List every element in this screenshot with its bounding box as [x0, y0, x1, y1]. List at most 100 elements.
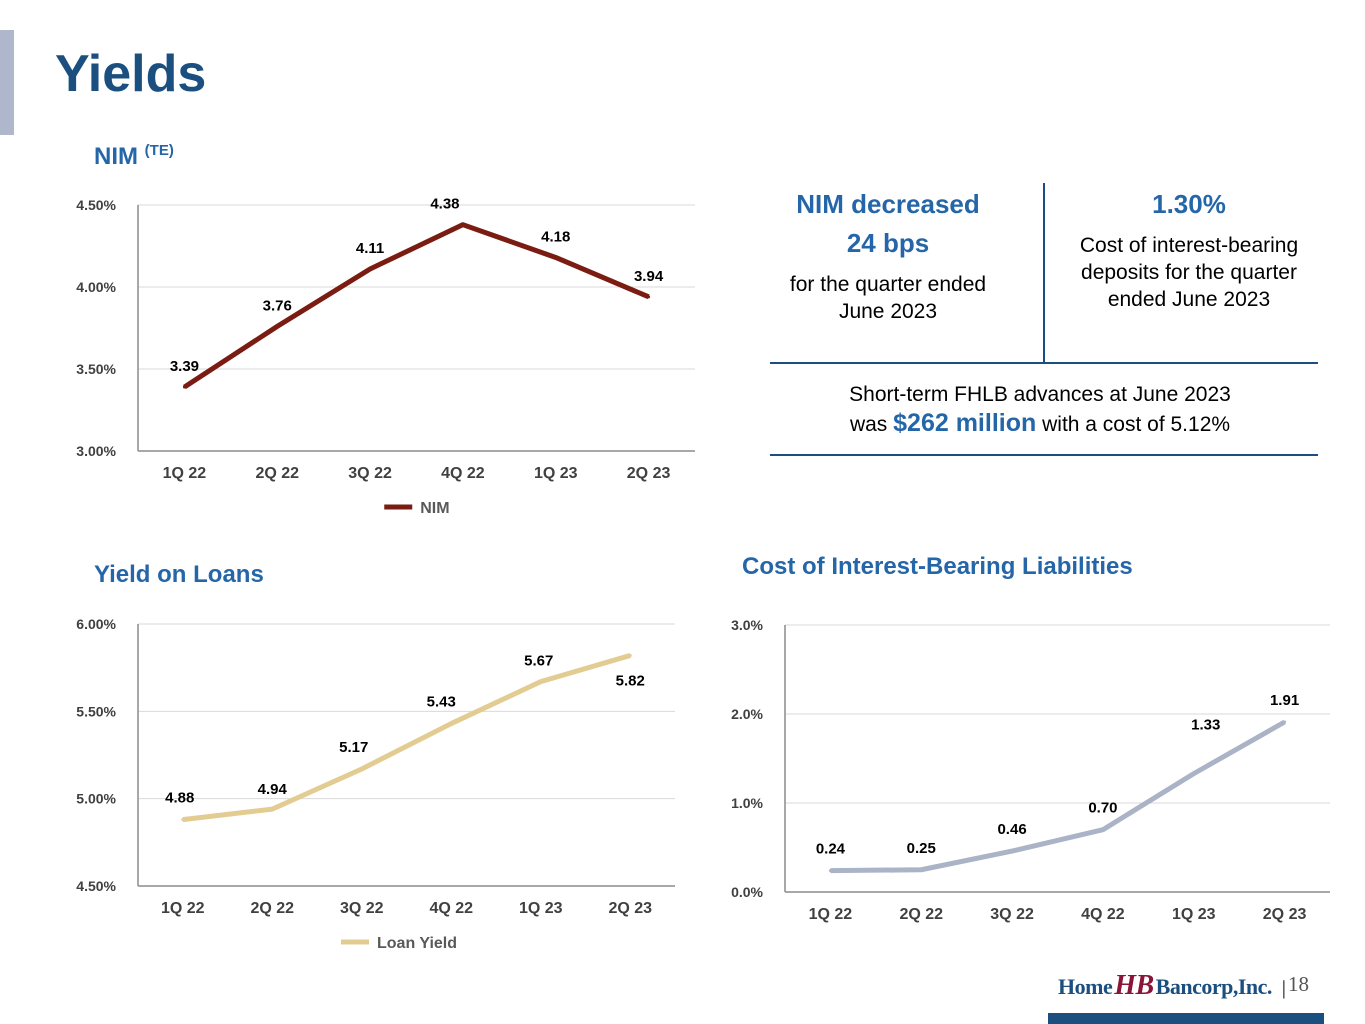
data-label: 4.38	[430, 196, 459, 213]
data-label: 0.46	[997, 821, 1026, 838]
data-point	[1010, 849, 1014, 853]
data-point	[181, 818, 185, 822]
data-point	[270, 807, 274, 811]
data-point	[539, 680, 543, 684]
cost-liabilities-chart-title: Cost of Interest-Bearing Liabilities	[742, 553, 1133, 580]
data-label: 3.39	[170, 358, 199, 375]
data-label: 4.94	[258, 781, 288, 798]
x-tick-label: 3Q 22	[348, 465, 392, 482]
y-tick-label: 5.00%	[76, 791, 116, 807]
data-point	[1101, 828, 1105, 832]
nim-change-text: for the quarter ended June 2023	[789, 273, 987, 323]
data-label: 0.24	[816, 841, 846, 858]
data-label: 0.25	[907, 840, 936, 857]
x-tick-label: 2Q 23	[608, 900, 652, 917]
company-logo: HomeHBBancorp,Inc. |	[1058, 970, 1286, 1001]
y-tick-label: 1.0%	[731, 795, 763, 811]
nim-change-value: 24 bps	[846, 228, 930, 258]
series-line	[183, 222, 650, 390]
data-point	[449, 722, 453, 726]
series-line	[830, 719, 1286, 874]
fhlb-line-1: Short-term FHLB advances at June 2023	[849, 383, 1231, 406]
x-tick-label: 1Q 23	[1172, 906, 1216, 923]
series-line	[182, 653, 631, 823]
data-point	[182, 385, 186, 389]
info-divider-middle	[770, 362, 1318, 364]
y-tick-label: 3.00%	[76, 443, 116, 459]
loan-yield-chart-title: Yield on Loans	[94, 561, 264, 588]
page-number: 18	[1288, 972, 1309, 996]
nim-change-cell: NIM decreased 24 bps for the quarter end…	[770, 188, 1006, 325]
x-tick-label: 4Q 22	[1081, 906, 1125, 923]
data-label: 3.76	[263, 297, 292, 314]
x-tick-label: 1Q 22	[163, 465, 207, 482]
x-tick-label: 4Q 22	[429, 900, 473, 917]
data-label: 4.88	[165, 790, 194, 807]
fhlb-advances-text: Short-term FHLB advances at June 2023 wa…	[770, 380, 1310, 439]
fhlb-post: with a cost of 5.12%	[1042, 413, 1231, 436]
x-tick-label: 2Q 23	[627, 465, 671, 482]
x-tick-label: 4Q 22	[441, 465, 485, 482]
y-tick-label: 4.00%	[76, 279, 116, 295]
data-point	[554, 255, 558, 259]
data-label: 1.91	[1270, 692, 1299, 709]
fhlb-line-2: was $262 million with a cost of 5.12%	[770, 409, 1310, 439]
data-label: 5.82	[616, 672, 645, 689]
data-label: 1.33	[1191, 717, 1220, 734]
y-tick-label: 3.0%	[731, 617, 763, 633]
data-point	[647, 295, 651, 299]
nim-change-heading: NIM decreased	[796, 189, 980, 219]
data-label: 5.67	[524, 653, 553, 670]
data-point	[368, 267, 372, 271]
deposit-cost-cell: 1.30% Cost of interest-bearing deposits …	[1060, 188, 1318, 313]
footer-bar	[1048, 1013, 1324, 1024]
data-point	[628, 653, 632, 657]
data-label: 4.11	[356, 240, 384, 257]
legend-label: Loan Yield	[377, 935, 457, 952]
x-tick-label: 2Q 22	[899, 906, 943, 923]
data-point	[275, 324, 279, 328]
data-label: 4.18	[541, 228, 570, 245]
data-point	[1192, 772, 1196, 776]
nim-summary-box: NIM decreased 24 bps for the quarter end…	[770, 180, 1318, 460]
y-tick-label: 4.50%	[76, 197, 116, 213]
page-title: Yields	[55, 45, 207, 103]
x-tick-label: 3Q 22	[990, 906, 1034, 923]
data-label: 0.70	[1088, 800, 1117, 817]
x-tick-label: 1Q 23	[534, 465, 578, 482]
data-point	[828, 869, 832, 873]
x-tick-label: 2Q 22	[250, 900, 294, 917]
nim-title-text: NIM	[94, 143, 138, 170]
nim-title-superscript: (TE)	[144, 142, 174, 159]
data-label: 5.43	[427, 694, 456, 711]
data-point	[919, 868, 923, 872]
data-point	[461, 223, 465, 227]
y-tick-label: 3.50%	[76, 361, 116, 377]
data-point	[360, 767, 364, 771]
info-divider-bottom	[770, 454, 1318, 456]
x-tick-label: 1Q 23	[519, 900, 563, 917]
info-divider-vertical	[1043, 183, 1045, 363]
legend-label: NIM	[420, 500, 449, 517]
data-label: 3.94	[634, 268, 664, 285]
fhlb-pre: was	[849, 413, 888, 436]
x-tick-label: 1Q 22	[809, 906, 853, 923]
deposit-cost-text: Cost of interest-bearing deposits for th…	[1079, 234, 1299, 311]
nim-chart-title: NIM (TE)	[94, 142, 174, 171]
y-tick-label: 0.0%	[731, 884, 763, 900]
x-tick-label: 3Q 22	[340, 900, 384, 917]
data-point	[1283, 720, 1287, 724]
y-tick-label: 6.00%	[76, 616, 116, 632]
x-tick-label: 1Q 22	[161, 900, 205, 917]
y-tick-label: 5.50%	[76, 703, 116, 719]
x-tick-label: 2Q 23	[1263, 906, 1307, 923]
deposit-cost-value: 1.30%	[1152, 189, 1226, 219]
title-accent-bar	[0, 30, 14, 135]
fhlb-amount: $262 million	[893, 409, 1037, 437]
data-label: 5.17	[339, 739, 368, 756]
y-tick-label: 2.0%	[731, 706, 763, 722]
x-tick-label: 2Q 22	[255, 465, 299, 482]
